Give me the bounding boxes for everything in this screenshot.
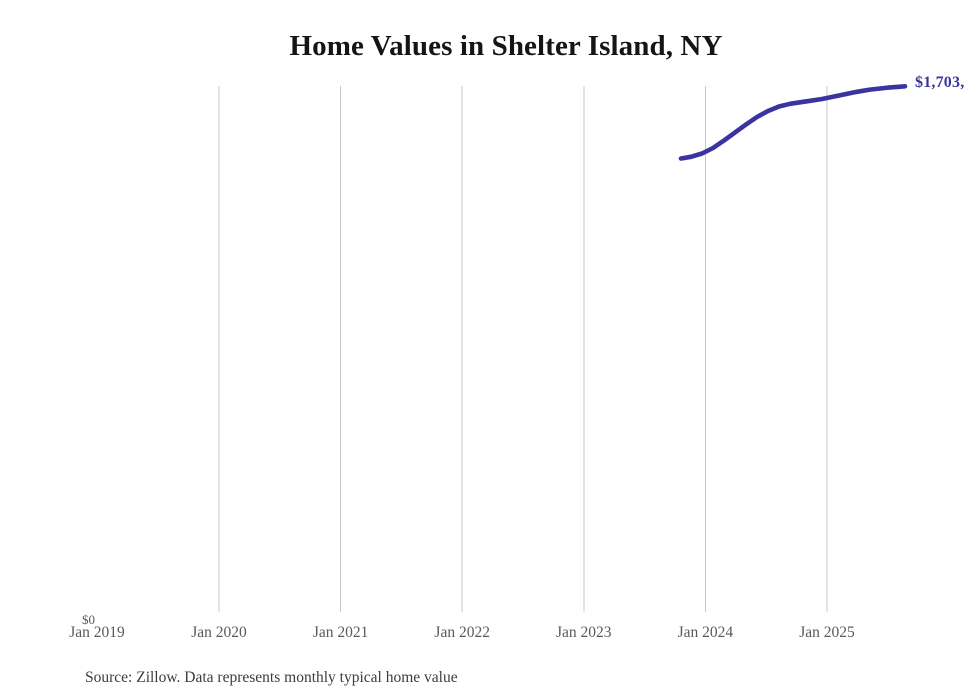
series-line-typical-home-value bbox=[678, 84, 908, 161]
x-axis-tick-label-jan-2023: Jan 2023 bbox=[556, 624, 612, 641]
x-axis-tick-label-jan-2025: Jan 2025 bbox=[799, 624, 855, 641]
x-axis-tick-label-jan-2024: Jan 2024 bbox=[677, 624, 734, 641]
series-group bbox=[678, 84, 908, 161]
x-axis-tick-label-jan-2021: Jan 2021 bbox=[312, 624, 369, 641]
chart-title: Home Values in Shelter Island, NY bbox=[289, 30, 723, 62]
gridlines-group bbox=[218, 86, 828, 612]
x-axis-tick-label-jan-2020: Jan 2020 bbox=[191, 624, 247, 641]
source-note: Source: Zillow. Data represents monthly … bbox=[85, 669, 458, 686]
y-axis-tick-label-zero: $0 bbox=[82, 612, 95, 627]
x-axis-tick-label-jan-2019: Jan 2019 bbox=[69, 624, 125, 641]
series-end-value-label: $1,703, bbox=[915, 74, 965, 91]
x-axis-tick-label-jan-2022: Jan 2022 bbox=[434, 624, 490, 641]
